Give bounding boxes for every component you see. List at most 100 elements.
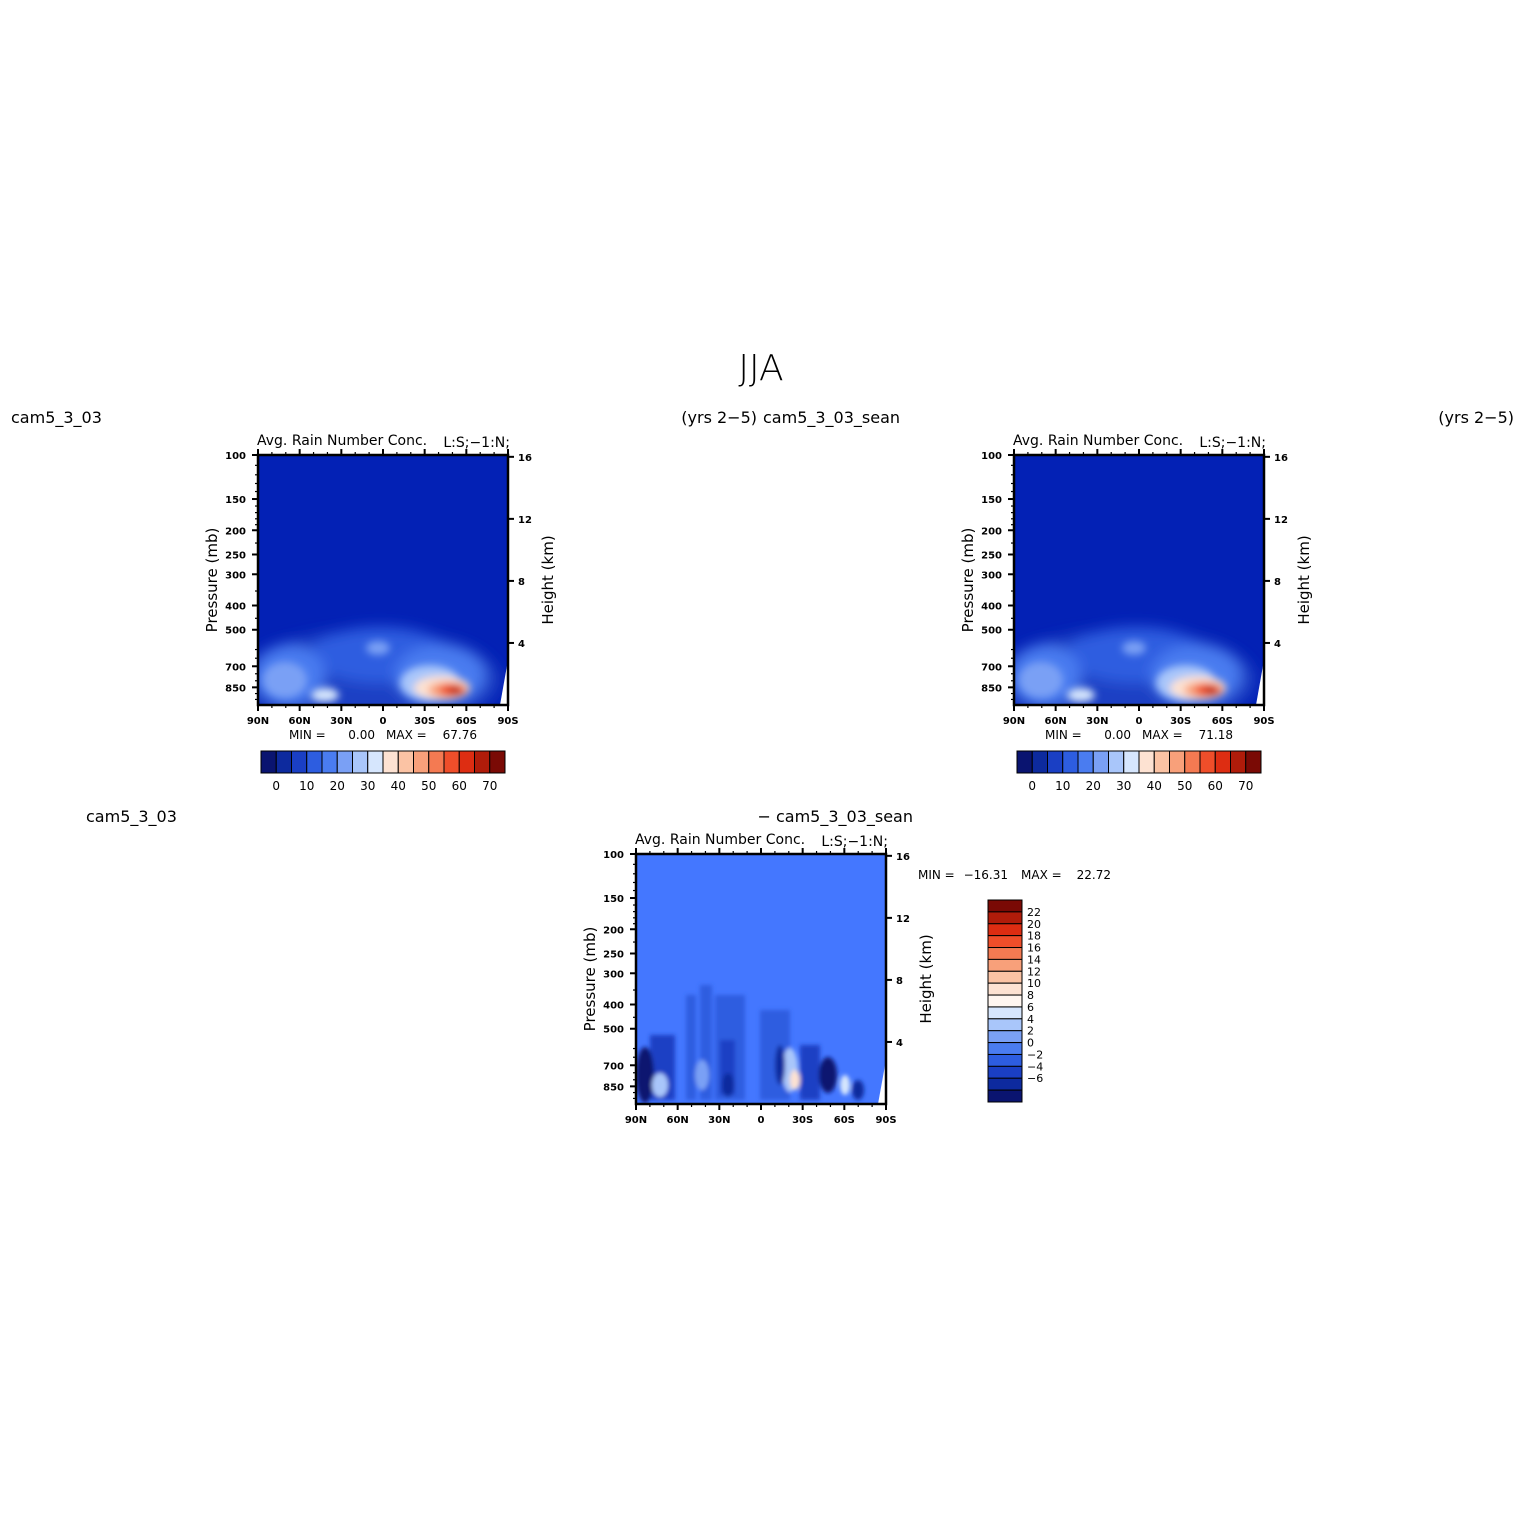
colorbar: 0 10 20 30 40 50 60 70 (1016, 750, 1262, 793)
colorbar-swatch (489, 750, 506, 774)
colorbar-swatch (1108, 750, 1125, 774)
y-tick-label: 850 (603, 1082, 624, 1093)
colorbar-swatch (987, 1065, 1023, 1079)
colorbar-label: 16 (1027, 942, 1041, 955)
y2-tick-label: 12 (518, 515, 532, 526)
colorbar-swatch (321, 750, 338, 774)
x-tick-label: 60S (456, 716, 477, 727)
y-tick-label: 700 (981, 662, 1002, 673)
colorbar-swatch (1245, 750, 1262, 774)
colorbar-label: 20 (1027, 918, 1041, 931)
colorbar-label: 22 (1027, 906, 1041, 919)
panel-top-right: cam5_3_03_sean (yrs 2−5) Avg. Rain Numbe… (763, 408, 1514, 793)
ylabel: Pressure (mb) (959, 528, 977, 633)
colorbar-swatch (1062, 750, 1079, 774)
y-tick-label: 500 (225, 626, 246, 637)
stat-min-value: −16.31 (964, 868, 1008, 882)
colorbar-swatch (458, 750, 475, 774)
colorbar-swatch (1016, 750, 1033, 774)
colorbar-swatch (987, 1053, 1023, 1067)
x-tick-label: 30N (708, 1115, 730, 1126)
stat-min-value: 0.00 (1104, 728, 1131, 742)
colorbar-label: 6 (1027, 1001, 1034, 1014)
y2-tick-label: 8 (896, 976, 903, 987)
y-tick-label: 400 (225, 602, 246, 613)
y-tick-label: 150 (225, 495, 246, 506)
x-tick-label: 60N (1045, 716, 1067, 727)
y2label: Height (km) (917, 934, 935, 1023)
y-tick-label: 100 (981, 451, 1002, 462)
missing-data-wedge (878, 1060, 886, 1104)
stat-max-label: MAX = (1142, 728, 1183, 742)
x-tick-label: 0 (758, 1115, 765, 1126)
colorbar-swatch (275, 750, 292, 774)
colorbar-label: −6 (1027, 1072, 1043, 1085)
x-tick-label: 90N (1003, 716, 1025, 727)
colorbar-swatch (474, 750, 491, 774)
y-tick-label: 250 (603, 949, 624, 960)
colorbar-label: 40 (1147, 779, 1162, 793)
y2-tick-label: 8 (1274, 577, 1281, 588)
colorbar-swatch (1123, 750, 1140, 774)
colorbar-swatch (987, 911, 1023, 925)
y2label: Height (km) (539, 535, 557, 624)
x-tick-label: 30S (1170, 716, 1191, 727)
y-tick-label: 150 (603, 894, 624, 905)
colorbar-swatch (987, 970, 1023, 984)
y-tick-label: 150 (981, 495, 1002, 506)
colorbar-swatch (1138, 750, 1155, 774)
ylabel: Pressure (mb) (203, 528, 221, 633)
axes-group: 100 150 200 250 300 400 500 700 850 4 8 12 16 90N 60N 3… (981, 449, 1288, 727)
colorbar-swatch (987, 935, 1023, 949)
colorbar-swatch (987, 1030, 1023, 1044)
plot-title-right: L:S;−1:N; (821, 834, 888, 850)
colorbar-swatch (987, 1006, 1023, 1020)
heatmap-field (1014, 455, 1264, 705)
colorbar-swatch (352, 750, 369, 774)
colorbar-swatch (987, 1042, 1023, 1055)
colorbar-label: −2 (1027, 1048, 1043, 1061)
colorbar-swatch (1169, 750, 1186, 774)
axes-group: 100 150 200 250 300 400 500 700 850 4 8 12 16 90N 60N 3… (225, 449, 532, 727)
plot-title: Avg. Rain Number Conc. (257, 433, 427, 449)
plot-title-right: L:S;−1:N; (443, 435, 510, 451)
y2-tick-label: 16 (1274, 453, 1288, 464)
y2-tick-label: 4 (1274, 639, 1281, 650)
colorbar-swatch (1153, 750, 1170, 774)
colorbar-label: 50 (1177, 779, 1192, 793)
colorbar-label: 60 (452, 779, 467, 793)
colorbar-swatch (987, 958, 1023, 972)
colorbar-swatch (1031, 750, 1048, 774)
colorbar-label: 2 (1027, 1025, 1034, 1038)
colorbar-swatch (306, 750, 323, 774)
y-tick-label: 300 (981, 570, 1002, 581)
x-tick-label: 90S (875, 1115, 896, 1126)
colorbar: 0 10 20 30 40 50 60 70 (260, 750, 506, 793)
y-tick-label: 500 (603, 1025, 624, 1036)
x-tick-label: 0 (380, 716, 387, 727)
y-tick-label: 250 (225, 550, 246, 561)
plot-title-right: L:S;−1:N; (1199, 435, 1266, 451)
colorbar-label: 10 (1055, 779, 1070, 793)
colorbar-swatch (260, 750, 277, 774)
y-tick-label: 100 (225, 451, 246, 462)
case-label-left: cam5_3_03 (86, 807, 177, 827)
colorbar-label: 30 (360, 779, 375, 793)
colorbar-label: 20 (1086, 779, 1101, 793)
panel-bottom-diff: cam5_3_03 − cam5_3_03_sean Avg. Rain Num… (86, 807, 1111, 1126)
stat-max-value: 67.76 (443, 728, 477, 742)
colorbar-swatch (987, 947, 1023, 960)
colorbar-swatch (1184, 750, 1201, 774)
colorbar-label: 70 (482, 779, 497, 793)
stat-max-label: MAX = (386, 728, 427, 742)
case-label-left: cam5_3_03 (11, 408, 102, 428)
stat-min-label: MIN = (918, 868, 955, 882)
colorbar-label: 10 (299, 779, 314, 793)
y-tick-label: 700 (603, 1061, 624, 1072)
case-label-right: (yrs 2−5) (1438, 408, 1514, 427)
colorbar-swatch (1077, 750, 1094, 774)
x-tick-label: 30S (792, 1115, 813, 1126)
colorbar-label: 20 (330, 779, 345, 793)
